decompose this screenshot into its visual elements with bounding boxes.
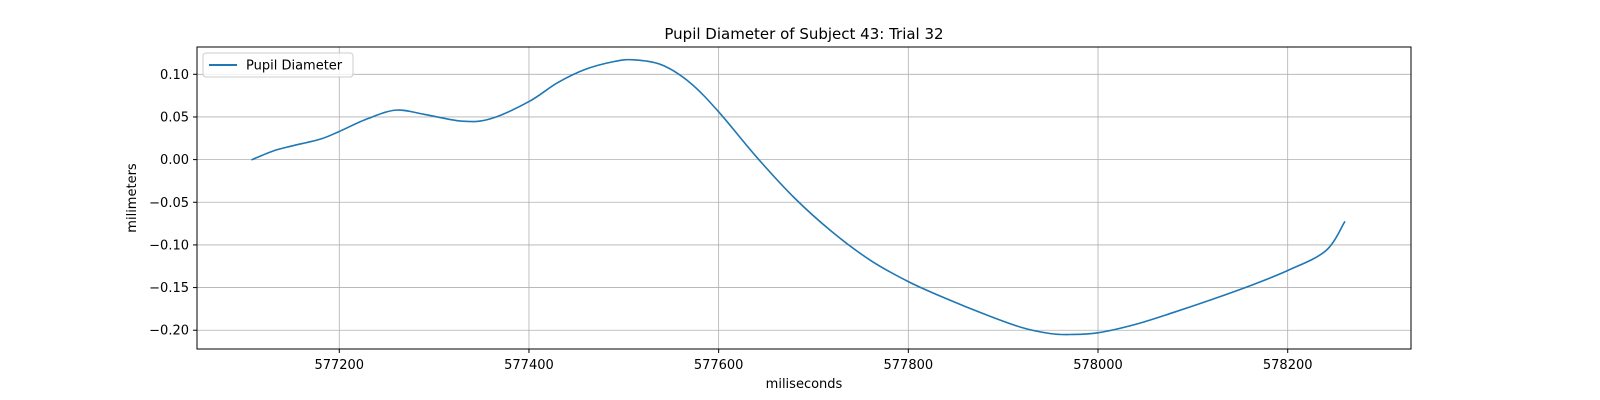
y-tick-label: −0.15 — [149, 281, 189, 296]
y-tick-label: −0.10 — [149, 238, 189, 253]
y-tick-label: −0.05 — [149, 196, 189, 211]
x-tick-label: 578000 — [1073, 358, 1123, 373]
y-tick-label: 0.10 — [160, 68, 189, 83]
series-line-pupil-diameter — [251, 58, 1346, 336]
chart-title: Pupil Diameter of Subject 43: Trial 32 — [664, 25, 943, 43]
x-tick-label: 577200 — [314, 358, 364, 373]
series-layer — [251, 58, 1346, 336]
grid-lines — [197, 47, 1411, 349]
y-axis-ticks: 0.10 0.05 0.00 −0.05 −0.10 −0.15 −0.20 — [149, 68, 197, 339]
legend: Pupil Diameter — [202, 52, 354, 78]
y-tick-label: 0.00 — [160, 153, 189, 168]
y-axis-label: milimeters — [125, 163, 140, 233]
x-axis-label: miliseconds — [766, 377, 843, 392]
y-tick-label: 0.05 — [160, 110, 189, 125]
axes-frame — [196, 46, 1412, 350]
legend-label: Pupil Diameter — [246, 59, 343, 74]
x-tick-label: 578200 — [1263, 358, 1313, 373]
x-tick-label: 577800 — [884, 358, 934, 373]
legend-box — [202, 52, 354, 78]
x-axis-ticks: 577200 577400 577600 577800 578000 578200 — [314, 349, 1313, 373]
y-tick-label: −0.20 — [149, 324, 189, 339]
x-tick-label: 577600 — [694, 358, 744, 373]
x-tick-label: 577400 — [504, 358, 554, 373]
